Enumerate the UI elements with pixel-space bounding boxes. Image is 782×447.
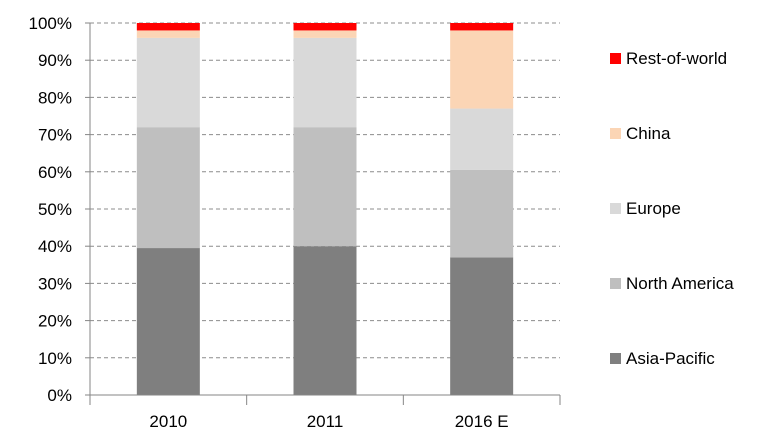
bar-rest-of-world-2016-e bbox=[450, 23, 514, 31]
bar-asia-pacific-2011 bbox=[293, 246, 357, 395]
bar-rest-of-world-2010 bbox=[136, 23, 200, 31]
legend-swatch-rest-of-world bbox=[610, 53, 621, 64]
y-tick-label: 20% bbox=[38, 312, 72, 331]
y-tick-label: 10% bbox=[38, 349, 72, 368]
y-tick-label: 30% bbox=[38, 274, 72, 293]
bar-china-2010 bbox=[136, 30, 200, 38]
legend-label-china: China bbox=[626, 124, 671, 143]
bar-europe-2016-e bbox=[450, 108, 514, 170]
x-axis-ticks: 2010 2011 2016 E bbox=[89, 395, 561, 431]
bar-north-america-2010 bbox=[136, 127, 200, 249]
x-tick-label: 2016 E bbox=[455, 412, 509, 431]
bar-asia-pacific-2016-e bbox=[450, 257, 514, 395]
legend-label-asia-pacific: Asia-Pacific bbox=[626, 349, 715, 368]
bar-europe-2010 bbox=[136, 37, 200, 128]
legend-label-europe: Europe bbox=[626, 199, 681, 218]
legend-label-north-america: North America bbox=[626, 274, 734, 293]
legend-label-rest-of-world: Rest-of-world bbox=[626, 49, 727, 68]
legend-swatch-europe bbox=[610, 203, 621, 214]
bar-north-america-2016-e bbox=[450, 169, 514, 258]
bar-rest-of-world-2011 bbox=[293, 23, 357, 31]
legend-swatch-china bbox=[610, 128, 621, 139]
y-tick-label: 90% bbox=[38, 51, 72, 70]
y-tick-label: 80% bbox=[38, 88, 72, 107]
bar-asia-pacific-2010 bbox=[136, 248, 200, 395]
y-tick-label: 100% bbox=[29, 14, 72, 33]
bar-europe-2011 bbox=[293, 37, 357, 128]
bars bbox=[136, 23, 514, 395]
legend-swatch-asia-pacific bbox=[610, 353, 621, 364]
legend-swatch-north-america bbox=[610, 278, 621, 289]
y-tick-label: 60% bbox=[38, 163, 72, 182]
y-tick-label: 0% bbox=[47, 386, 72, 405]
x-tick-label: 2011 bbox=[307, 412, 344, 431]
bar-north-america-2011 bbox=[293, 127, 357, 247]
y-tick-label: 50% bbox=[38, 200, 72, 219]
bar-china-2016-e bbox=[450, 30, 514, 109]
legend: Rest-of-world China Europe North America Asi… bbox=[610, 49, 734, 368]
y-axis-ticks: 0% 10% 20% 30% 40% 50% 60% 70% 80% 90% 100% bbox=[29, 14, 90, 405]
x-tick-label: 2010 bbox=[149, 412, 187, 431]
y-tick-label: 70% bbox=[38, 126, 72, 145]
bar-china-2011 bbox=[293, 30, 357, 38]
y-tick-label: 40% bbox=[38, 237, 72, 256]
